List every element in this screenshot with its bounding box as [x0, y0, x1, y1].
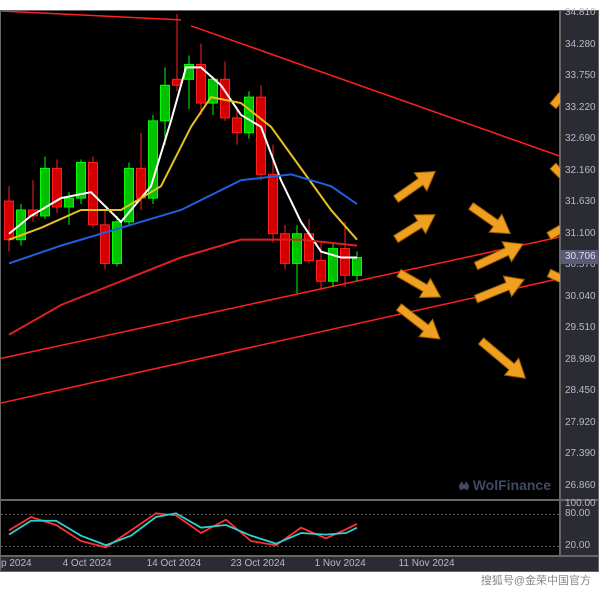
watermark-text: WolFinance	[473, 477, 551, 493]
footer-attribution: 搜狐号@金荣中国官方	[481, 572, 591, 588]
osc-red	[9, 513, 357, 547]
y-axis: 34.810 34.280 33.750 33.220 32.690 32.160 31.6…	[560, 10, 599, 500]
projection-arrow	[545, 158, 561, 202]
chart-container: WolFinance 34.810 34.280 33.750 33.220 32.69…	[0, 0, 599, 590]
y-tick: 28.980	[565, 354, 596, 365]
y-tick: 34.810	[565, 7, 596, 18]
projection-arrow	[474, 333, 533, 387]
trendline-upper-resistance	[191, 26, 561, 157]
sub-y-tick: 100.00	[565, 498, 596, 509]
x-tick: 14 Oct 2024	[147, 558, 201, 569]
candle-body	[245, 97, 254, 133]
candle-body	[293, 234, 302, 264]
candle-body	[353, 257, 362, 275]
y-tick: 32.160	[565, 165, 596, 176]
x-tick: 11 Nov 2024	[399, 558, 455, 569]
y-tick: 33.750	[565, 70, 596, 81]
y-tick: 28.450	[565, 385, 596, 396]
y-tick: 30.040	[565, 291, 596, 302]
candle-body	[269, 174, 278, 233]
candle-body	[341, 249, 350, 276]
candle-body	[5, 201, 14, 240]
watermark: WolFinance	[457, 477, 551, 493]
projection-arrow	[465, 197, 517, 243]
trendline-upper-topline	[1, 11, 181, 20]
price-svg	[1, 11, 561, 501]
x-axis: p 2024 4 Oct 2024 14 Oct 2024 23 Oct 2024 1 …	[0, 556, 599, 572]
projection-arrow	[472, 269, 528, 309]
candle-body	[233, 118, 242, 133]
candle-body	[65, 198, 74, 207]
sub-y-tick: 80.00	[565, 508, 590, 519]
x-tick: p 2024	[1, 558, 32, 569]
y-highlight-current: 30.706	[561, 250, 599, 264]
candle-body	[281, 234, 290, 264]
x-tick: 4 Oct 2024	[63, 558, 112, 569]
oscillator-panel[interactable]	[0, 500, 560, 556]
candle-body	[317, 260, 326, 281]
y-tick: 31.630	[565, 196, 596, 207]
projection-arrow	[394, 263, 447, 306]
projection-arrow	[544, 263, 561, 302]
candle-body	[173, 79, 182, 85]
y-tick: 32.690	[565, 133, 596, 144]
candle-body	[161, 85, 170, 121]
y-tick: 27.390	[565, 448, 596, 459]
sub-y-axis: 100.0080.00 20.00	[560, 500, 599, 556]
y-tick: 26.860	[565, 480, 596, 491]
x-tick: 1 Nov 2024	[315, 558, 366, 569]
x-tick: 23 Oct 2024	[231, 558, 285, 569]
projection-arrow	[545, 67, 561, 113]
y-tick: 29.510	[565, 322, 596, 333]
price-panel[interactable]: WolFinance	[0, 10, 560, 500]
y-tick: 34.280	[565, 39, 596, 50]
y-tick: 31.100	[565, 228, 596, 239]
projection-arrow	[390, 205, 441, 248]
y-tick: 27.920	[565, 417, 596, 428]
ma-white	[9, 67, 357, 257]
sub-y-tick: 20.00	[565, 540, 590, 551]
wolf-icon	[457, 477, 471, 493]
y-tick: 33.220	[565, 102, 596, 113]
oscillator-svg	[1, 501, 561, 557]
projection-arrow	[390, 162, 442, 208]
